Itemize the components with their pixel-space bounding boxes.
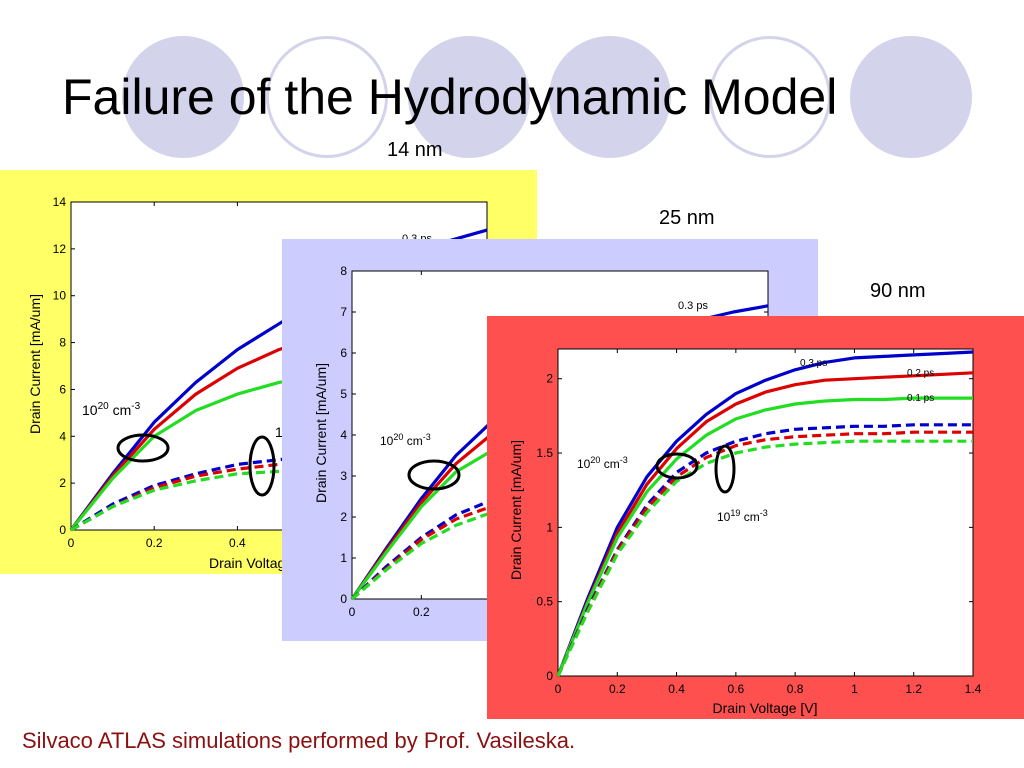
slide-title: Failure of the Hydrodynamic Model <box>62 69 838 125</box>
x-axis-label: Drain Voltage [V] <box>712 700 817 716</box>
y-tick-label: 6 <box>59 382 66 396</box>
series-line-green-dashed <box>556 439 973 677</box>
label-90nm: 90 nm <box>870 280 926 302</box>
annotation-unit-exp: -3 <box>620 455 628 465</box>
annotation-exp: 20 <box>590 455 600 465</box>
annotation-doping: 1020 cm-3 <box>380 432 431 448</box>
label-14nm: 14 nm <box>387 139 443 161</box>
annotation-exp: 20 <box>393 432 403 442</box>
y-tick-label: 1.5 <box>536 446 553 460</box>
y-tick-label: 10 <box>53 289 67 303</box>
decor-ring <box>709 36 831 158</box>
annotation-unit: cm <box>403 434 422 448</box>
x-tick-label: 0.2 <box>146 536 163 550</box>
chart-panel-90nm: 0 0.5 1 1.5 2 0 0.2 0.4 0.6 0.8 1 1.2 1.4 Drain Curr… <box>487 316 1024 719</box>
y-tick-label: 0.5 <box>536 595 553 609</box>
y-tick-label: 0 <box>340 592 347 606</box>
y-tick-label: 2 <box>546 372 553 386</box>
y-tick-label: 5 <box>340 387 347 401</box>
x-tick-label: 0.2 <box>609 682 626 696</box>
annotation-partial: 1 <box>275 424 283 440</box>
annotation-unit: cm <box>109 402 132 418</box>
x-tick-label: 0.2 <box>413 605 430 619</box>
y-tick-label: 14 <box>53 195 67 209</box>
y-tick-label: 4 <box>59 429 66 443</box>
x-tick-label: 0.4 <box>668 682 685 696</box>
x-tick-label: 0.4 <box>229 536 246 550</box>
x-tick-label: 0.6 <box>728 682 745 696</box>
annotation-base: 10 <box>577 457 591 471</box>
decor-circle <box>850 36 972 158</box>
y-tick-label: 7 <box>340 305 347 319</box>
annotation-exp: 19 <box>730 508 740 518</box>
x-tick-label: 0.8 <box>787 682 804 696</box>
annotation-base: 10 <box>380 434 394 448</box>
y-tick-label: 0 <box>59 523 66 537</box>
annotation-unit-exp: -3 <box>423 432 431 442</box>
annotation-doping-high: 1020 cm-3 <box>577 455 628 471</box>
y-tick-label: 1 <box>340 551 347 565</box>
highlight-ellipse <box>714 444 736 494</box>
y-axis-label: Drain Current [mA/um] <box>313 363 329 503</box>
annotation-base: 10 <box>717 510 731 524</box>
y-axis-label: Drain Current [mA/um] <box>27 294 43 434</box>
x-tick-label: 0 <box>68 536 75 550</box>
x-tick-label: 0 <box>349 605 356 619</box>
y-tick-label: 6 <box>340 346 347 360</box>
x-tick-label: 1 <box>851 682 858 696</box>
annotation-tau: 0.3 ps <box>678 300 708 312</box>
series-line-red-dashed <box>556 430 973 677</box>
y-tick-label: 0 <box>546 669 553 683</box>
annotation-unit-exp: -3 <box>760 508 768 518</box>
x-tick-label: 1.4 <box>965 682 982 696</box>
legend-label-0.2ps: 0.2 ps <box>907 368 934 379</box>
y-tick-label: 8 <box>59 336 66 350</box>
highlight-ellipse <box>116 433 170 463</box>
annotation-unit: cm <box>600 457 619 471</box>
y-tick-label: 1 <box>546 520 553 534</box>
chart-90nm: 00.511.520 0.2 0.4 0.6 0.8 1 1.2 1.4 Drain Curr… <box>487 316 1024 719</box>
y-axis-label: Drain Current [mA/um] <box>508 440 524 580</box>
legend-label-0.1ps: 0.1 ps <box>907 393 934 404</box>
annotation-exp: 20 <box>98 401 110 412</box>
annotation-doping: 1020 cm-3 <box>82 401 141 418</box>
x-tick-label: 0 <box>555 682 562 696</box>
annotation-base: 10 <box>82 402 98 418</box>
y-tick-label: 3 <box>340 469 347 483</box>
series-line-red-solid <box>556 371 974 677</box>
y-tick-label: 2 <box>340 510 347 524</box>
highlight-ellipse <box>407 459 461 491</box>
series-line-blue-solid <box>556 350 974 677</box>
x-tick-label: 1.2 <box>905 682 922 696</box>
series-line-blue-dashed <box>350 482 561 601</box>
decor-circle <box>122 36 244 158</box>
annotation-unit: cm <box>740 510 759 524</box>
y-tick-label: 4 <box>340 428 347 442</box>
annotation-unit-exp: -3 <box>131 401 140 412</box>
legend-label-0.3ps: 0.3 ps <box>800 358 827 369</box>
highlight-ellipse <box>655 452 699 480</box>
highlight-ellipse <box>248 435 276 497</box>
annotation-doping-low: 1019 cm-3 <box>717 508 768 524</box>
decor-ring <box>266 36 388 158</box>
y-tick-label: 8 <box>340 264 347 278</box>
y-tick-label: 12 <box>53 242 67 256</box>
decor-circle <box>549 36 671 158</box>
y-tick-label: 2 <box>59 476 66 490</box>
series-line-green-solid <box>556 396 973 677</box>
decor-circle <box>408 36 530 158</box>
footer-credit: Silvaco ATLAS simulations performed by P… <box>22 728 576 753</box>
label-25nm: 25 nm <box>659 207 715 229</box>
